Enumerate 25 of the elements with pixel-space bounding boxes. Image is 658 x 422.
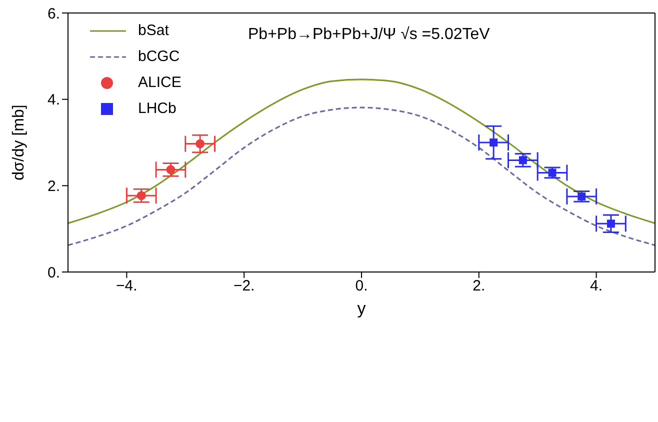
legend-label: ALICE bbox=[138, 73, 182, 93]
point bbox=[518, 156, 527, 164]
legend-label: LHCb bbox=[138, 99, 176, 119]
x-tick-label: 0. bbox=[355, 278, 368, 295]
line-series bbox=[68, 78, 655, 224]
point bbox=[578, 192, 586, 200]
x-axis-title: y bbox=[357, 299, 366, 318]
y-axis-title: dσ/dy [mb] bbox=[10, 104, 28, 180]
y-tick-label: 2. bbox=[47, 178, 60, 195]
point bbox=[166, 165, 176, 174]
y-tick-label: 6. bbox=[47, 5, 60, 22]
annotation: Pb+Pb→Pb+Pb+J/Ψ √s =5.02TeV bbox=[248, 26, 490, 44]
y-tick-label: 4. bbox=[47, 92, 60, 109]
legend-label: bCGC bbox=[138, 47, 180, 67]
x-tick-label: −4. bbox=[116, 278, 138, 295]
point bbox=[196, 139, 205, 148]
point bbox=[548, 168, 556, 177]
point bbox=[606, 220, 615, 228]
x-tick-label: −2. bbox=[233, 278, 255, 295]
x-tick-label: 4. bbox=[590, 278, 603, 295]
point bbox=[136, 191, 146, 200]
point bbox=[490, 138, 498, 146]
y-tick-label: 0. bbox=[47, 264, 60, 282]
legend-label: bSat bbox=[138, 21, 169, 41]
x-tick-label: 2. bbox=[472, 278, 486, 295]
